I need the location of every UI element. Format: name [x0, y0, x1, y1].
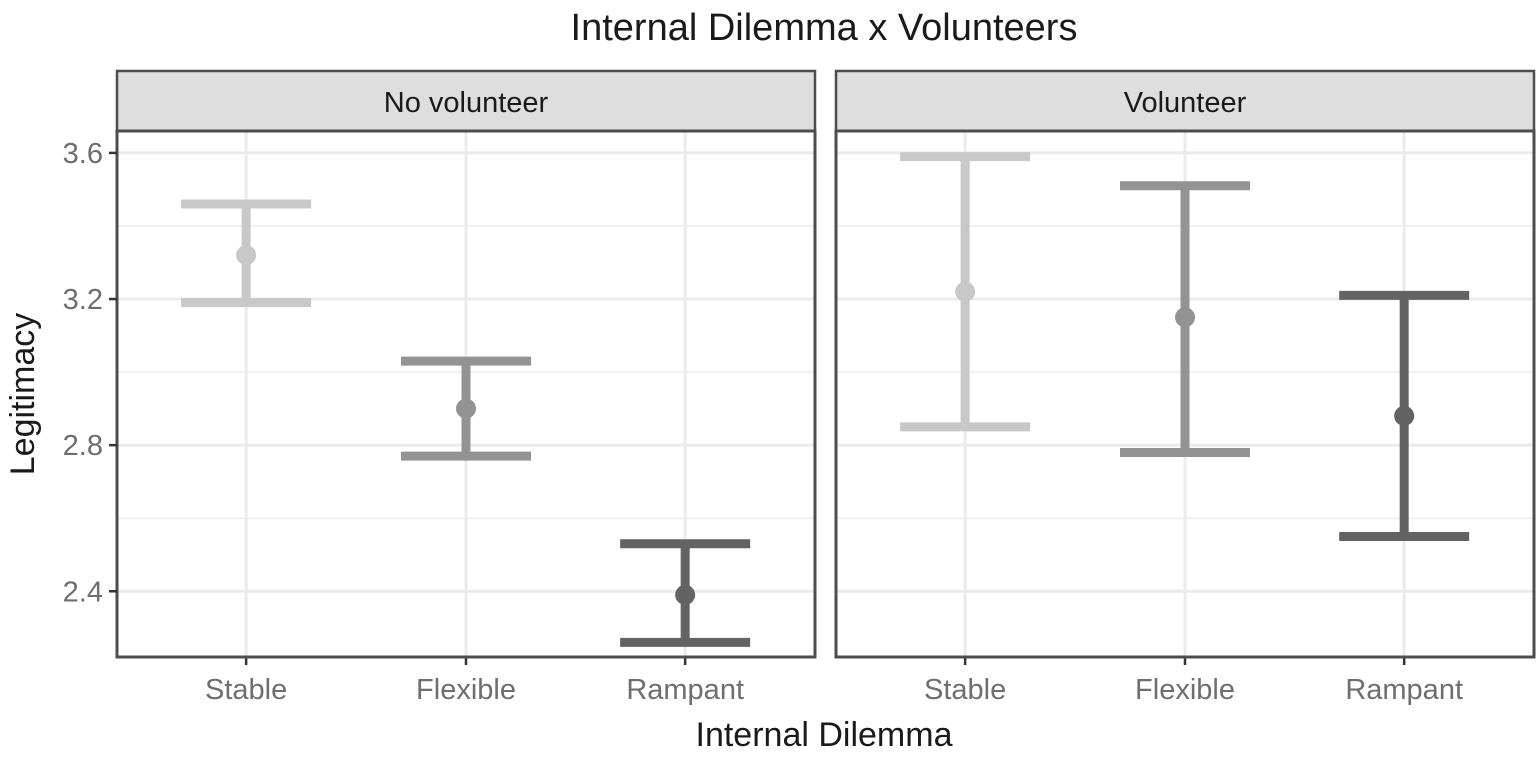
panel-border [834, 129, 1536, 659]
y-tick-label: 3.2 [63, 284, 103, 316]
chart-title: Internal Dilemma x Volunteers [571, 7, 1078, 49]
x-tick-label: Rampant [626, 674, 744, 706]
x-tick-label: Flexible [1135, 674, 1235, 706]
panel-strip [115, 69, 817, 133]
mean-point [675, 584, 696, 605]
panel-strip [834, 69, 1536, 133]
y-axis-title: Legitimacy [4, 313, 42, 476]
panel-strip-label: Volunteer [1124, 87, 1247, 119]
x-tick-label: Stable [205, 674, 287, 706]
panel-border [115, 129, 817, 659]
mean-point [1394, 405, 1415, 426]
y-tick-label: 3.6 [63, 138, 103, 170]
x-tick-label: Stable [924, 674, 1006, 706]
y-tick-label: 2.8 [63, 430, 103, 462]
panel-1: Volunteer Stable Flexible Rampant [834, 69, 1536, 706]
mean-point [955, 281, 976, 302]
y-tick-label: 2.4 [63, 576, 103, 608]
mean-point [456, 398, 476, 419]
mean-point [1175, 307, 1195, 328]
panel-0: No volunteer Stable Flexible Rampant [115, 69, 817, 706]
y-axis: 2.4 2.8 3.2 3.6 [63, 138, 117, 608]
panel-strip-label: No volunteer [384, 87, 549, 119]
x-axis-title: Internal Dilemma [696, 716, 953, 754]
x-tick-label: Rampant [1345, 674, 1463, 706]
mean-point [236, 245, 257, 266]
x-tick-label: Flexible [416, 674, 516, 706]
